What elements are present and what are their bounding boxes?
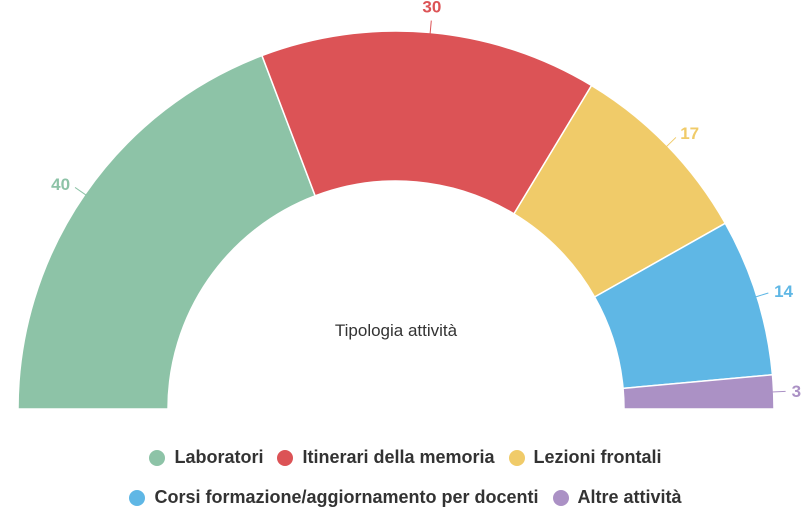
connector-line-corsi (754, 292, 769, 298)
legend-label: Laboratori (174, 447, 264, 467)
slices-group (17, 30, 775, 410)
legend-item-lezioni[interactable]: Lezioni frontali (508, 447, 662, 468)
slice-itinerari[interactable] (260, 30, 593, 215)
legend-item-laboratori[interactable]: Laboratori (149, 447, 263, 468)
data-label-lezioni: 17 (680, 124, 699, 143)
connector-line-laboratori (74, 187, 87, 196)
legend-marker-icon (149, 449, 166, 466)
legend-marker-icon (552, 489, 569, 506)
legend-label: Altre attività (577, 487, 682, 507)
data-label-altre: 3 (792, 382, 801, 401)
chart-center-title: Tipologia attività (335, 321, 458, 340)
legend-marker-icon (508, 449, 525, 466)
slice-laboratori[interactable] (17, 54, 317, 410)
legend-label: Lezioni frontali (533, 447, 662, 467)
legend-item-corsi[interactable]: Corsi formazione/aggiornamento per docen… (129, 487, 539, 508)
legend-label: Corsi formazione/aggiornamento per docen… (154, 487, 539, 507)
data-labels-group: 40 30 17 14 3 (51, 0, 801, 401)
connector-line-lezioni (665, 137, 677, 148)
legend-item-itinerari[interactable]: Itinerari della memoria (277, 447, 495, 468)
legend-marker-icon (129, 489, 146, 506)
legend-marker-icon (277, 449, 294, 466)
connector-line-itinerari (429, 20, 432, 35)
connector-line-altre (771, 390, 786, 393)
data-label-itinerari: 30 (422, 0, 441, 17)
legend-label: Itinerari della memoria (302, 447, 495, 467)
slice-altre[interactable] (622, 373, 775, 410)
legend-row-2: Corsi formazione/aggiornamento per docen… (0, 487, 811, 508)
legend-row-1: Laboratori Itinerari della memoria Lezio… (0, 447, 811, 468)
legend-item-altre[interactable]: Altre attività (552, 487, 682, 508)
data-label-laboratori: 40 (51, 175, 70, 194)
data-label-corsi: 14 (774, 282, 793, 301)
